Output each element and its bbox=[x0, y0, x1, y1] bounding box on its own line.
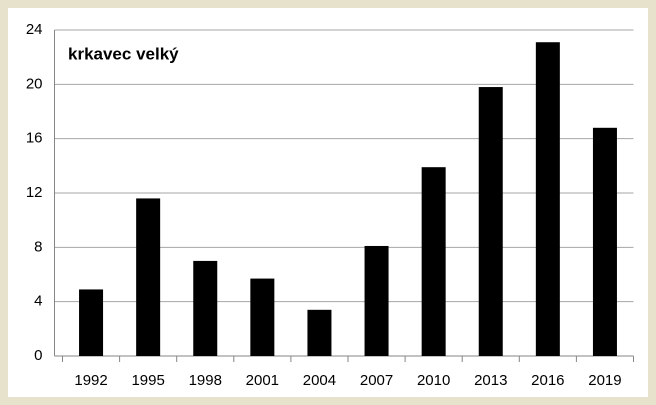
x-tick-label: 2016 bbox=[531, 372, 564, 389]
bar bbox=[592, 127, 617, 356]
x-tick-label: 1998 bbox=[189, 372, 222, 389]
bar bbox=[136, 198, 161, 356]
y-tick-label: 4 bbox=[34, 293, 42, 310]
y-tick-label: 24 bbox=[26, 21, 43, 38]
x-tick-label: 2001 bbox=[246, 372, 279, 389]
bar bbox=[421, 167, 446, 356]
bar bbox=[535, 42, 560, 356]
x-tick-label: 2010 bbox=[417, 372, 450, 389]
x-tick-label: 2004 bbox=[303, 372, 336, 389]
x-tick-label: 1992 bbox=[74, 372, 107, 389]
bar bbox=[193, 260, 218, 356]
y-tick-label: 20 bbox=[26, 75, 43, 92]
bar bbox=[250, 278, 275, 356]
x-tick-label: 2019 bbox=[588, 372, 621, 389]
bar bbox=[364, 245, 389, 356]
bar bbox=[307, 309, 332, 356]
chart-title: krkavec velký bbox=[68, 44, 179, 63]
y-tick-label: 0 bbox=[34, 347, 42, 364]
x-tick-label: 2013 bbox=[474, 372, 507, 389]
x-tick-label: 2007 bbox=[360, 372, 393, 389]
bar bbox=[478, 87, 503, 357]
y-tick-label: 12 bbox=[26, 184, 43, 201]
y-tick-label: 16 bbox=[26, 130, 43, 147]
bar bbox=[79, 289, 104, 356]
x-tick-label: 1995 bbox=[131, 372, 164, 389]
y-tick-label: 8 bbox=[34, 238, 42, 255]
